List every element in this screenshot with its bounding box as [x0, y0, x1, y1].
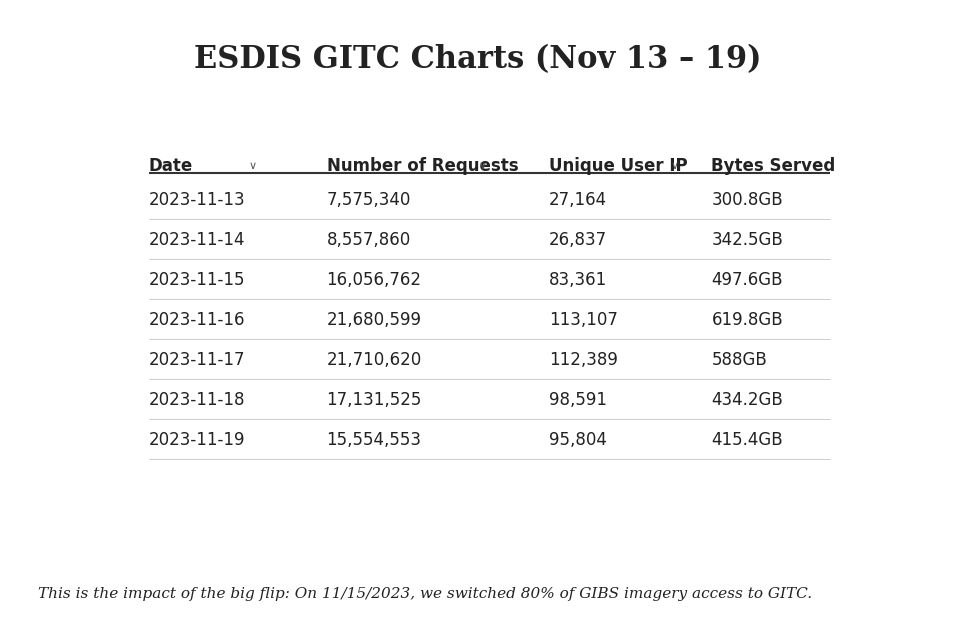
Text: 15,554,553: 15,554,553	[327, 431, 421, 449]
Text: 434.2GB: 434.2GB	[711, 391, 783, 409]
Text: ESDIS GITC Charts (Nov 13 – 19): ESDIS GITC Charts (Nov 13 – 19)	[194, 44, 761, 75]
Text: 2023-11-16: 2023-11-16	[149, 311, 245, 329]
Text: 619.8GB: 619.8GB	[711, 311, 783, 329]
Text: 342.5GB: 342.5GB	[711, 231, 783, 249]
Text: 21,710,620: 21,710,620	[327, 351, 422, 369]
Text: 415.4GB: 415.4GB	[711, 431, 783, 449]
Text: 2023-11-15: 2023-11-15	[149, 271, 245, 289]
Text: 8,557,860: 8,557,860	[327, 231, 411, 249]
Text: 98,591: 98,591	[548, 391, 606, 409]
Text: 16,056,762: 16,056,762	[327, 271, 421, 289]
Text: Date: Date	[149, 157, 193, 175]
Text: 113,107: 113,107	[548, 311, 618, 329]
Text: Number of Requests: Number of Requests	[327, 157, 519, 175]
Text: 300.8GB: 300.8GB	[711, 191, 783, 210]
Text: Unique User IP: Unique User IP	[548, 157, 688, 175]
Text: 27,164: 27,164	[548, 191, 606, 210]
Text: ∨: ∨	[249, 161, 257, 171]
Text: 2023-11-14: 2023-11-14	[149, 231, 245, 249]
Text: This is the impact of the big flip: On 11/15/2023, we switched 80% of GIBS image: This is the impact of the big flip: On 1…	[38, 587, 813, 601]
Text: 17,131,525: 17,131,525	[327, 391, 422, 409]
Text: 21,680,599: 21,680,599	[327, 311, 421, 329]
Text: 588GB: 588GB	[711, 351, 767, 369]
Text: 2023-11-13: 2023-11-13	[149, 191, 245, 210]
Text: 7,575,340: 7,575,340	[327, 191, 411, 210]
Text: Bytes Served: Bytes Served	[711, 157, 836, 175]
Text: 26,837: 26,837	[548, 231, 606, 249]
Text: 497.6GB: 497.6GB	[711, 271, 783, 289]
Text: ∨: ∨	[670, 161, 679, 171]
Text: 83,361: 83,361	[548, 271, 606, 289]
Text: 2023-11-17: 2023-11-17	[149, 351, 245, 369]
Text: 2023-11-18: 2023-11-18	[149, 391, 245, 409]
Text: 2023-11-19: 2023-11-19	[149, 431, 245, 449]
Text: ∨: ∨	[478, 161, 486, 171]
Text: 112,389: 112,389	[548, 351, 618, 369]
Text: 95,804: 95,804	[548, 431, 606, 449]
